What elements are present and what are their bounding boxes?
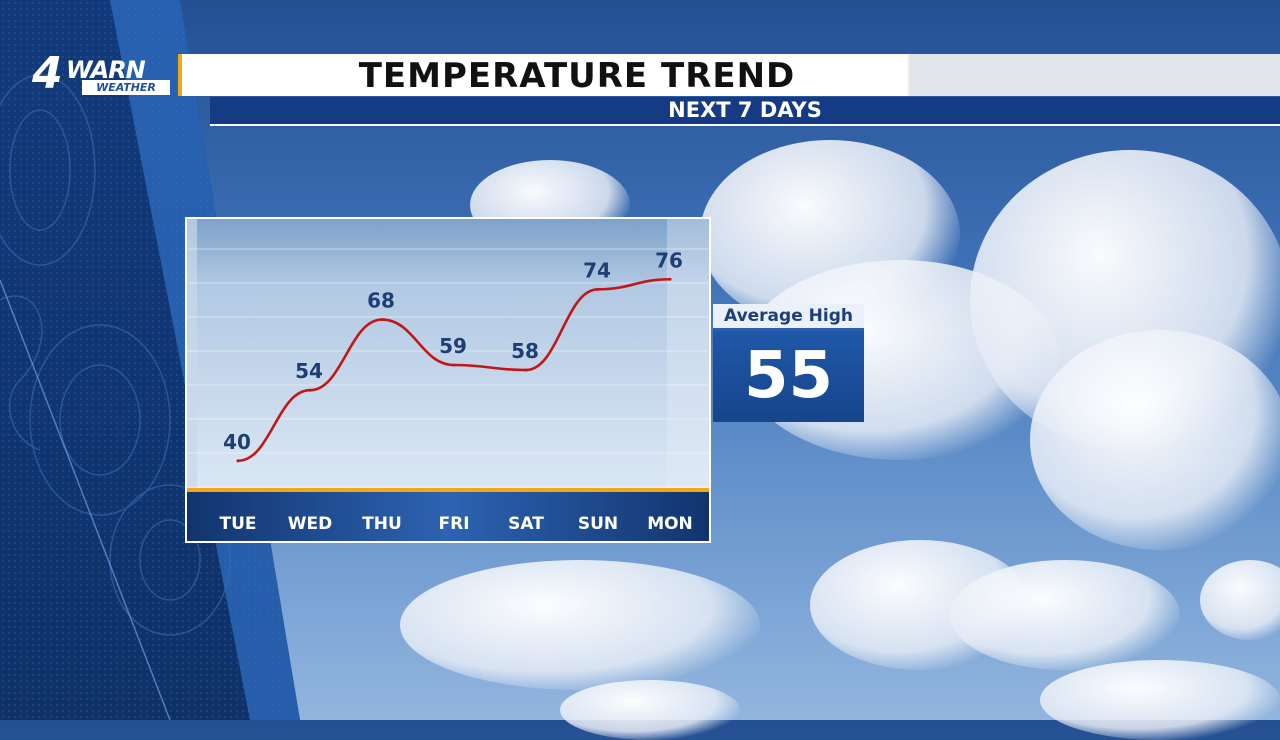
cloud	[1200, 560, 1280, 640]
cloud	[1040, 660, 1280, 740]
temperature-chart: 40 54 68 59 58 74 76 TUE WED THU FRI SAT SUN MON	[185, 217, 711, 543]
x-tick-label: WED	[288, 514, 332, 534]
page-title: TEMPERATURE TREND	[358, 56, 796, 96]
cloud	[560, 680, 740, 740]
average-high-value: 55	[743, 339, 834, 413]
data-point	[236, 459, 240, 463]
x-axis-band	[187, 492, 709, 541]
x-axis-ticks: TUE WED THU FRI SAT SUN MON	[219, 514, 692, 534]
data-label: 54	[295, 359, 323, 383]
data-point	[668, 277, 672, 281]
x-tick-label: MON	[647, 514, 693, 534]
data-label: 59	[439, 334, 467, 358]
plot-background	[187, 219, 709, 489]
data-point	[524, 368, 528, 372]
data-label: 76	[655, 248, 683, 272]
title-bar: TEMPERATURE TREND	[178, 54, 1280, 96]
cloud	[950, 560, 1180, 670]
plot-left-edge	[187, 219, 197, 489]
data-point	[452, 363, 456, 367]
data-label: 68	[367, 289, 395, 313]
data-label: 74	[583, 258, 611, 282]
x-axis-rule	[187, 488, 709, 492]
plot-right-edge	[667, 219, 709, 489]
station-logo: 4 WARN WEATHER	[28, 48, 178, 100]
data-point	[380, 318, 384, 322]
x-tick-label: FRI	[438, 514, 469, 534]
data-point	[308, 388, 312, 392]
logo-name: WARN	[66, 56, 146, 84]
x-tick-label: THU	[362, 514, 402, 534]
chart-plot: 40 54 68 59 58 74 76 TUE WED THU FRI SAT SUN MON	[187, 219, 709, 541]
average-high-value-box: 55	[713, 331, 864, 422]
average-high-label-box: Average High	[713, 304, 864, 331]
cloud	[1030, 330, 1280, 550]
data-label: 40	[223, 430, 251, 454]
x-tick-label: TUE	[219, 514, 256, 534]
logo-tagline: WEATHER	[82, 80, 170, 95]
page-subtitle: NEXT 7 DAYS	[668, 98, 822, 122]
average-high-label: Average High	[724, 306, 853, 326]
data-label: 58	[511, 339, 539, 363]
grid-lines	[187, 248, 709, 488]
subtitle-bar: NEXT 7 DAYS	[210, 97, 1280, 126]
cloud	[400, 560, 760, 690]
x-tick-label: SUN	[578, 514, 618, 534]
data-labels: 40 54 68 59 58 74 76	[223, 248, 683, 463]
logo-number: 4	[32, 48, 63, 99]
data-point	[596, 287, 600, 291]
x-tick-label: SAT	[508, 514, 544, 534]
